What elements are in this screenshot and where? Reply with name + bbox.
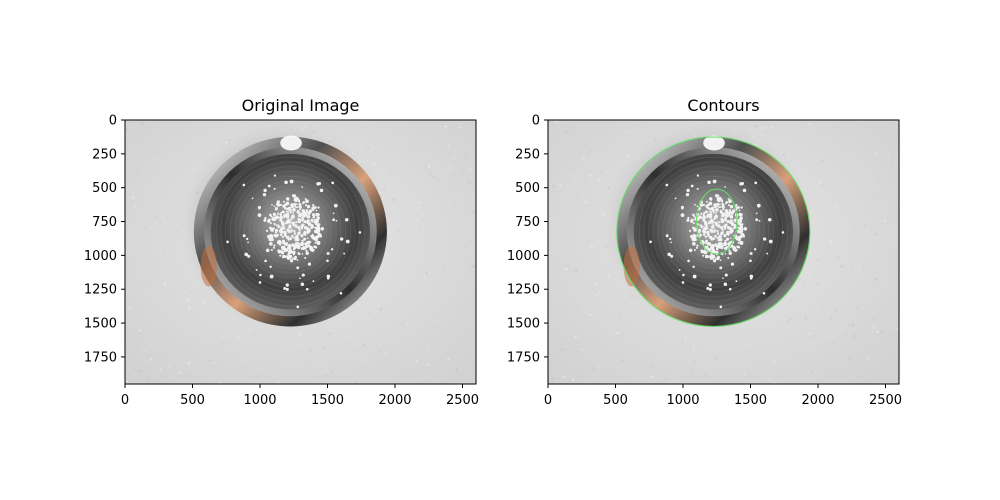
y-tick-label: 0 <box>109 114 117 129</box>
y-tick-label: 250 <box>515 147 540 162</box>
rim-highlight <box>703 135 725 151</box>
x-tick-label: 0 <box>544 393 552 408</box>
x-tick-label: 2500 <box>869 393 902 408</box>
axes-original: Original Image 0 500 1000 1500 2000 2500 0 250… <box>84 96 479 408</box>
x-tick-label: 500 <box>603 393 628 408</box>
axes-title: Original Image <box>242 96 360 115</box>
contour-overlay <box>616 136 811 328</box>
contour-line <box>616 136 811 328</box>
x-tick-label: 1500 <box>311 393 344 408</box>
x-tick-label: 500 <box>180 393 205 408</box>
y-axis: 0 250 500 750 1000 1250 1500 1750 <box>84 114 125 365</box>
y-tick-label: 1750 <box>84 350 117 365</box>
rim-highlight <box>280 135 302 151</box>
rim-reflection <box>623 245 640 287</box>
x-tick-label: 1000 <box>666 393 699 408</box>
y-tick-label: 250 <box>92 147 117 162</box>
x-tick-label: 0 <box>121 393 129 408</box>
x-tick-label: 2000 <box>801 393 834 408</box>
photo-original <box>125 120 476 384</box>
y-tick-label: 750 <box>515 215 540 230</box>
y-tick-label: 1250 <box>507 283 540 298</box>
y-axis: 0 250 500 750 1000 1250 1500 1750 <box>507 114 548 365</box>
y-tick-label: 1000 <box>84 249 117 264</box>
salt-grains <box>649 174 785 309</box>
x-tick-label: 2000 <box>378 393 411 408</box>
axes-contours: Contours 0 500 1000 1500 2000 2500 0 250 500 750… <box>507 96 902 408</box>
y-tick-label: 1750 <box>507 350 540 365</box>
y-tick-label: 0 <box>532 114 540 129</box>
y-tick-label: 1500 <box>507 317 540 332</box>
rim-reflection <box>200 245 217 287</box>
photo-contours <box>548 120 899 384</box>
axes-frame <box>547 119 900 385</box>
y-tick-label: 500 <box>92 181 117 196</box>
y-tick-label: 500 <box>515 181 540 196</box>
x-tick-label: 1000 <box>243 393 276 408</box>
contour-line <box>695 188 738 255</box>
y-tick-label: 1250 <box>84 283 117 298</box>
y-tick-label: 1500 <box>84 317 117 332</box>
x-axis: 0 500 1000 1500 2000 2500 <box>544 384 902 408</box>
x-tick-label: 2500 <box>446 393 479 408</box>
y-tick-label: 750 <box>92 215 117 230</box>
x-axis: 0 500 1000 1500 2000 2500 <box>121 384 479 408</box>
x-tick-label: 1500 <box>734 393 767 408</box>
axes-title: Contours <box>687 96 759 115</box>
salt-grains <box>226 174 362 309</box>
y-tick-label: 1000 <box>507 249 540 264</box>
axes-frame <box>124 119 477 385</box>
